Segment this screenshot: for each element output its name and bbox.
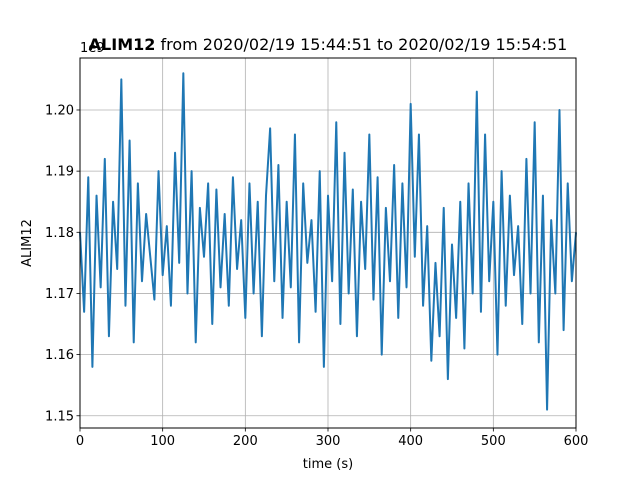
x-tick-label: 600	[564, 434, 589, 449]
x-tick-label: 200	[233, 434, 258, 449]
y-tick-label: 1.18	[45, 226, 74, 241]
x-tick-label: 0	[76, 434, 84, 449]
ticks: 0 100 200 300 400 500 600 1.15 1.16 1.17 1.18 1.19 1…	[45, 103, 588, 449]
y-axis-label: ALIM12	[20, 219, 35, 267]
chart-title-bold: ALIM12	[89, 35, 156, 54]
x-tick-label: 100	[150, 434, 175, 449]
chart-title-rest: from 2020/02/19 15:44:51 to 2020/02/19 1…	[155, 35, 567, 54]
x-tick-label: 300	[316, 434, 341, 449]
x-tick-label: 400	[398, 434, 423, 449]
y-tick-label: 1.19	[45, 165, 74, 180]
x-tick-label: 500	[481, 434, 506, 449]
y-tick-label: 1.15	[45, 409, 74, 424]
y-tick-label: 1.16	[45, 348, 74, 363]
y-tick-label: 1.17	[45, 287, 74, 302]
x-axis-label: time (s)	[303, 457, 353, 472]
chart-title: ALIM12 from 2020/02/19 15:44:51 to 2020/…	[89, 35, 568, 54]
y-tick-label: 1.20	[45, 103, 74, 118]
plot-area	[79, 72, 577, 411]
series-line	[79, 72, 577, 411]
y-offset-text: 1e9	[80, 41, 105, 56]
